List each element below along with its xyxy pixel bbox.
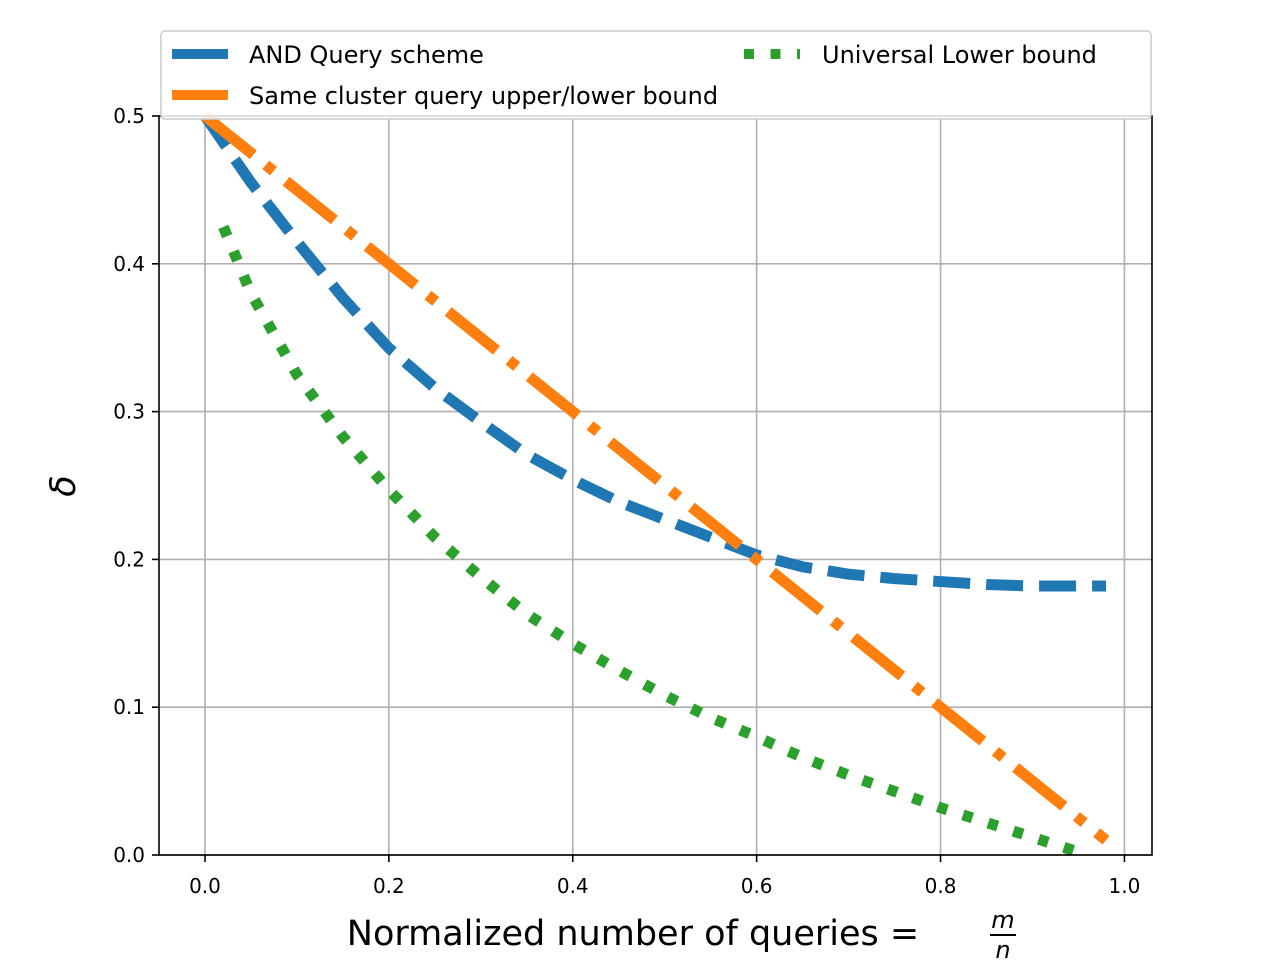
y-tick-label-5: 0.5 xyxy=(113,104,145,128)
legend-label-universal-lower: Universal Lower bound xyxy=(822,41,1097,69)
x-tick-label-5: 1.0 xyxy=(1109,874,1141,898)
y-tick-label-1: 0.1 xyxy=(113,695,145,719)
legend-entry-and-query: AND Query scheme xyxy=(172,41,484,69)
legend-entry-same-cluster: Same cluster query upper/lower bound xyxy=(172,82,718,110)
y-tick-label-3: 0.3 xyxy=(113,400,145,424)
series-lines xyxy=(200,111,1110,861)
ticks: 0.0 0.2 0.4 0.6 0.8 1.0 0.0 0.1 0.2 0.3 0.4 0.5 xyxy=(113,104,1140,898)
y-tick-label-4: 0.4 xyxy=(113,252,145,276)
y-tick-label-0: 0.0 xyxy=(113,843,145,867)
x-axis-title-fraction: m n xyxy=(990,906,1016,960)
x-tick-label-3: 0.6 xyxy=(741,874,773,898)
legend: AND Query scheme Same cluster query uppe… xyxy=(160,30,1152,120)
legend-label-same-cluster: Same cluster query upper/lower bound xyxy=(249,82,718,110)
x-axis-fraction-denominator: n xyxy=(995,936,1010,960)
x-tick-label-4: 0.8 xyxy=(925,874,957,898)
legend-box xyxy=(160,30,1152,120)
x-axis-fraction-numerator: m xyxy=(991,906,1014,934)
legend-entry-universal-lower: Universal Lower bound xyxy=(744,41,1097,69)
legend-label-and-query: AND Query scheme xyxy=(249,41,484,69)
x-axis-title: Normalized number of queries = xyxy=(347,914,919,954)
y-axis-title: δ xyxy=(44,475,84,496)
x-tick-label-2: 0.4 xyxy=(557,874,589,898)
x-tick-label-1: 0.2 xyxy=(373,874,405,898)
y-tick-label-2: 0.2 xyxy=(113,547,145,571)
x-tick-label-0: 0.0 xyxy=(189,874,221,898)
series-line-1 xyxy=(201,111,1110,845)
